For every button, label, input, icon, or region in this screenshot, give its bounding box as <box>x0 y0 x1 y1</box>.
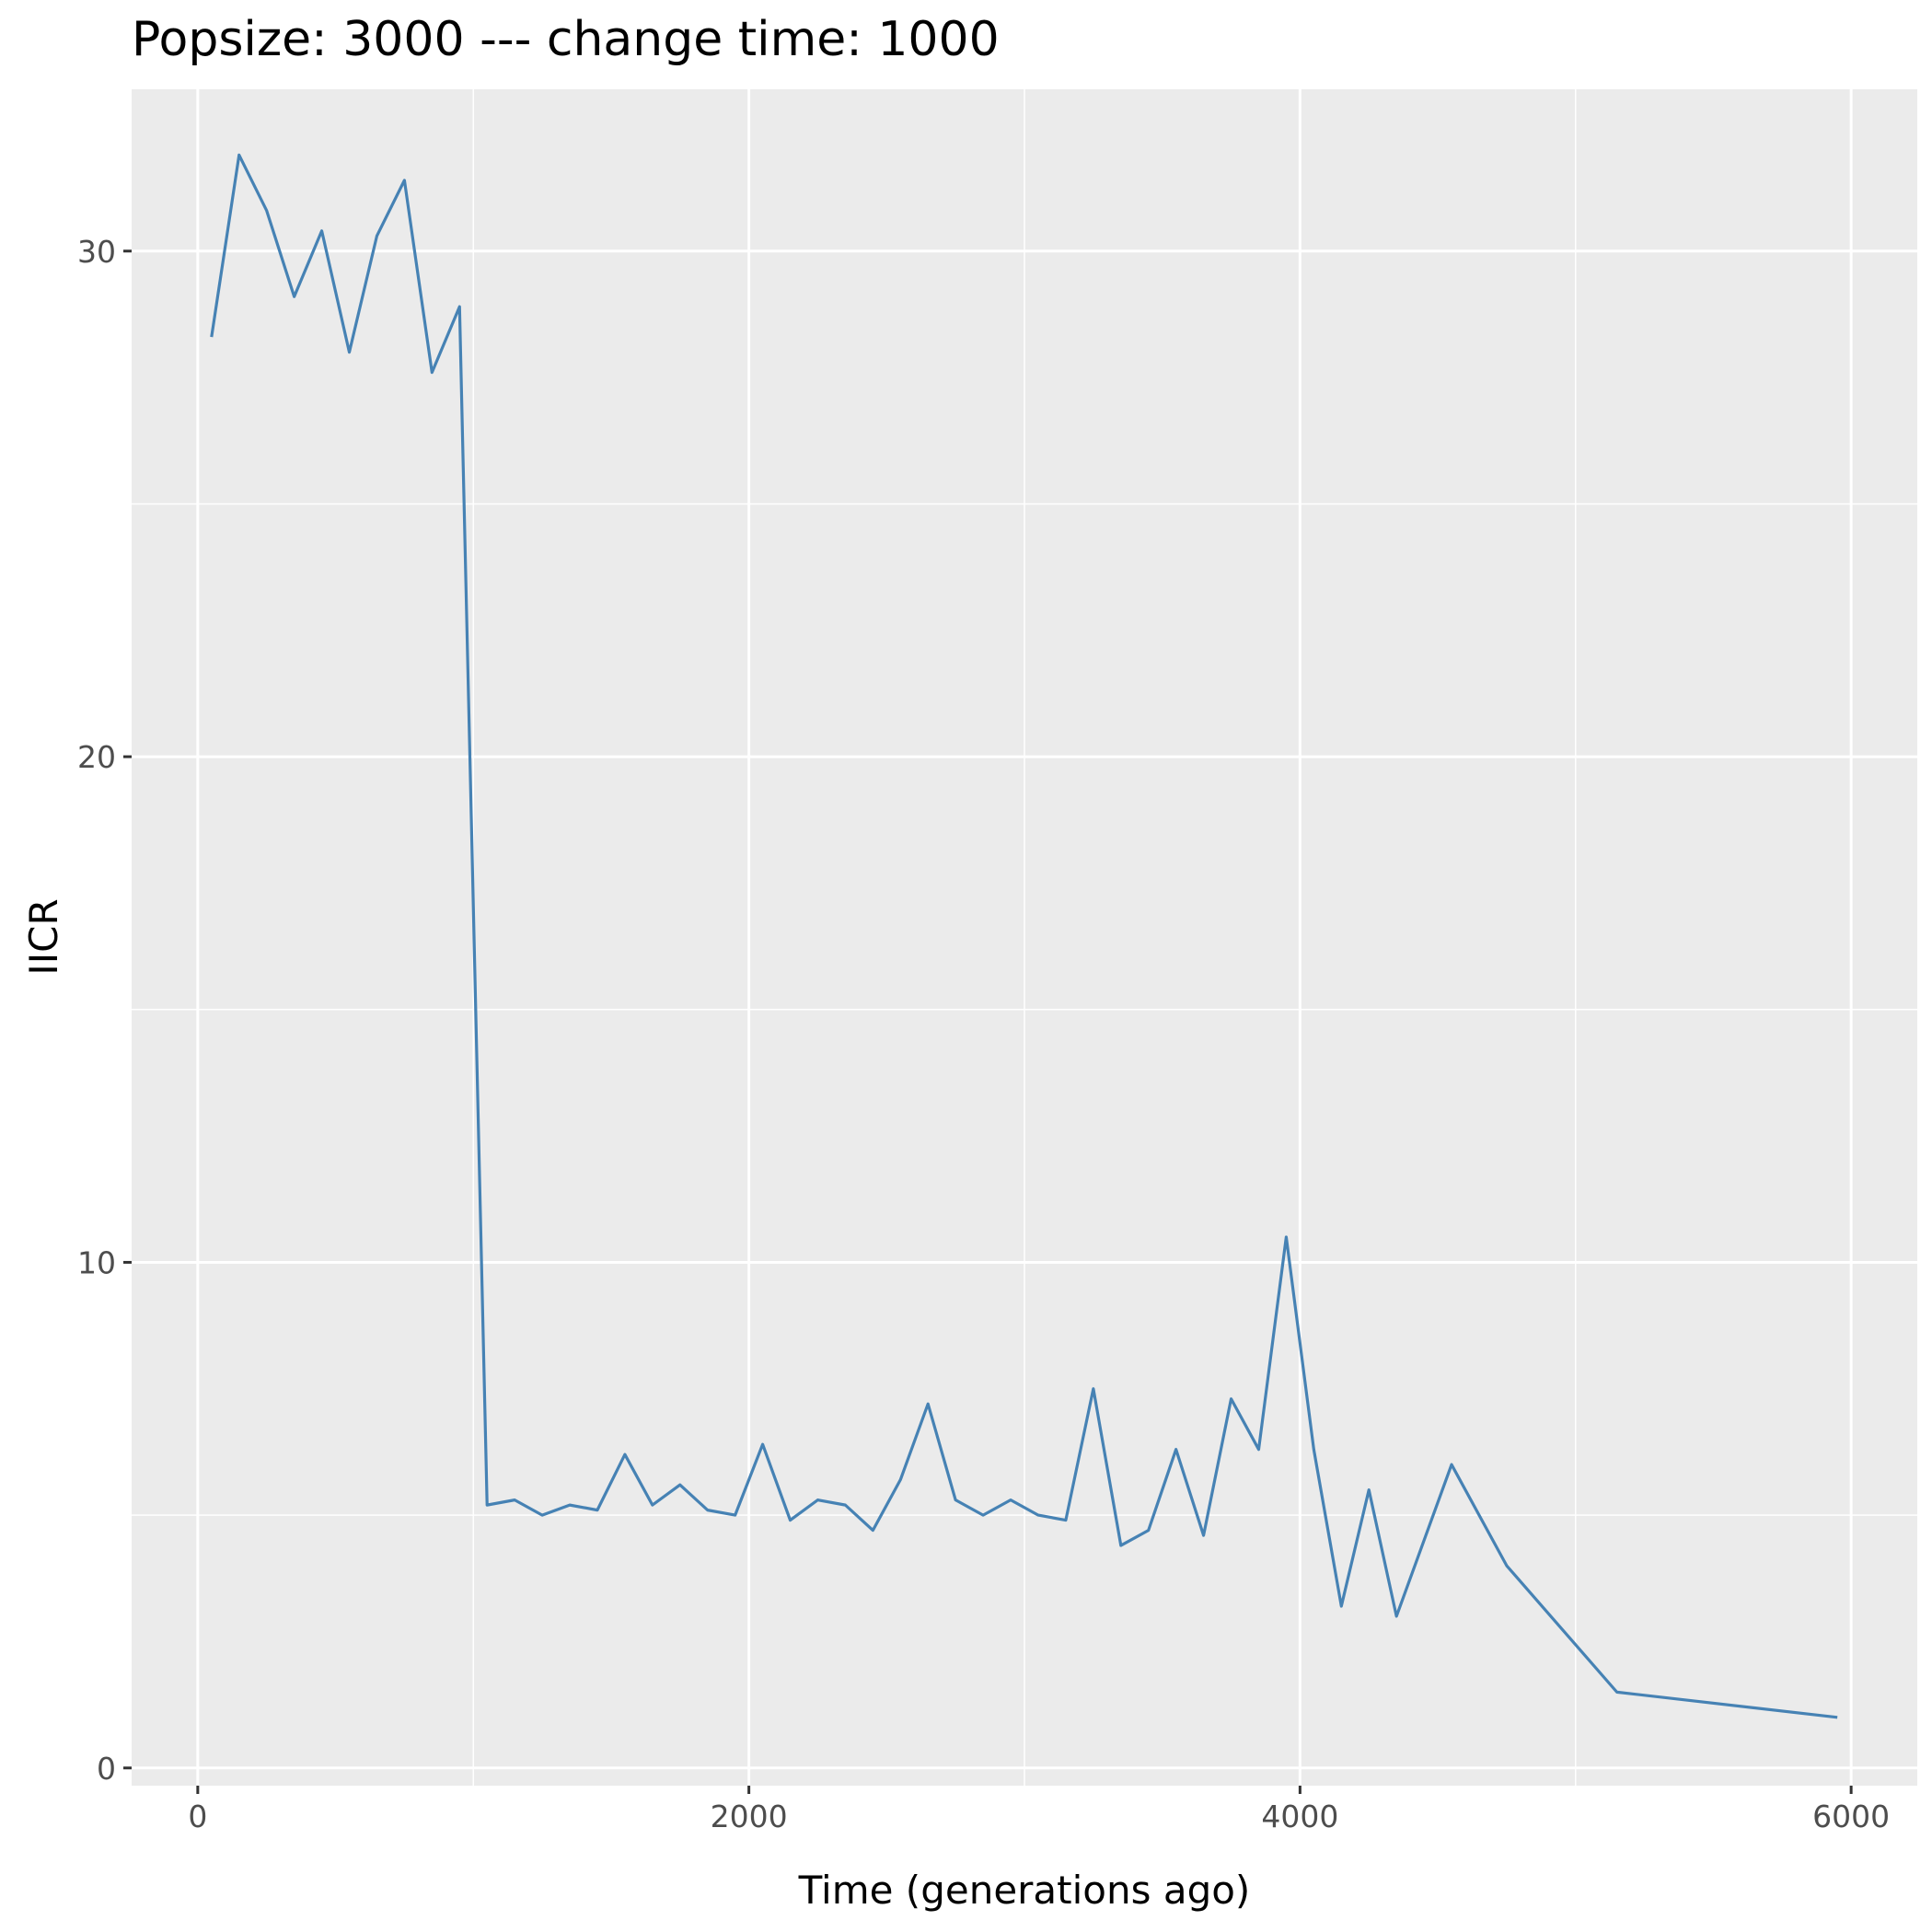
x-tick-label: 0 <box>188 1799 207 1834</box>
series-layer <box>210 153 1838 1719</box>
x-tick-label: 2000 <box>711 1799 788 1834</box>
y-tick-label: 30 <box>77 234 116 270</box>
y-axis-title: IICR <box>21 898 66 975</box>
grid-lines <box>132 89 1917 1786</box>
y-tick-label: 10 <box>77 1244 116 1280</box>
chart-title: Popsize: 3000 --- change time: 1000 <box>132 12 1000 67</box>
x-axis-title: Time (generations ago) <box>798 1868 1251 1913</box>
x-tick-label: 6000 <box>1812 1799 1890 1834</box>
y-tick-label: 0 <box>97 1751 116 1787</box>
x-tick-label: 4000 <box>1261 1799 1338 1834</box>
axis-ticks: 0 2000 4000 6000 0 10 20 30 <box>77 234 1890 1834</box>
series-line-0 <box>210 153 1838 1719</box>
y-tick-label: 20 <box>77 739 116 775</box>
